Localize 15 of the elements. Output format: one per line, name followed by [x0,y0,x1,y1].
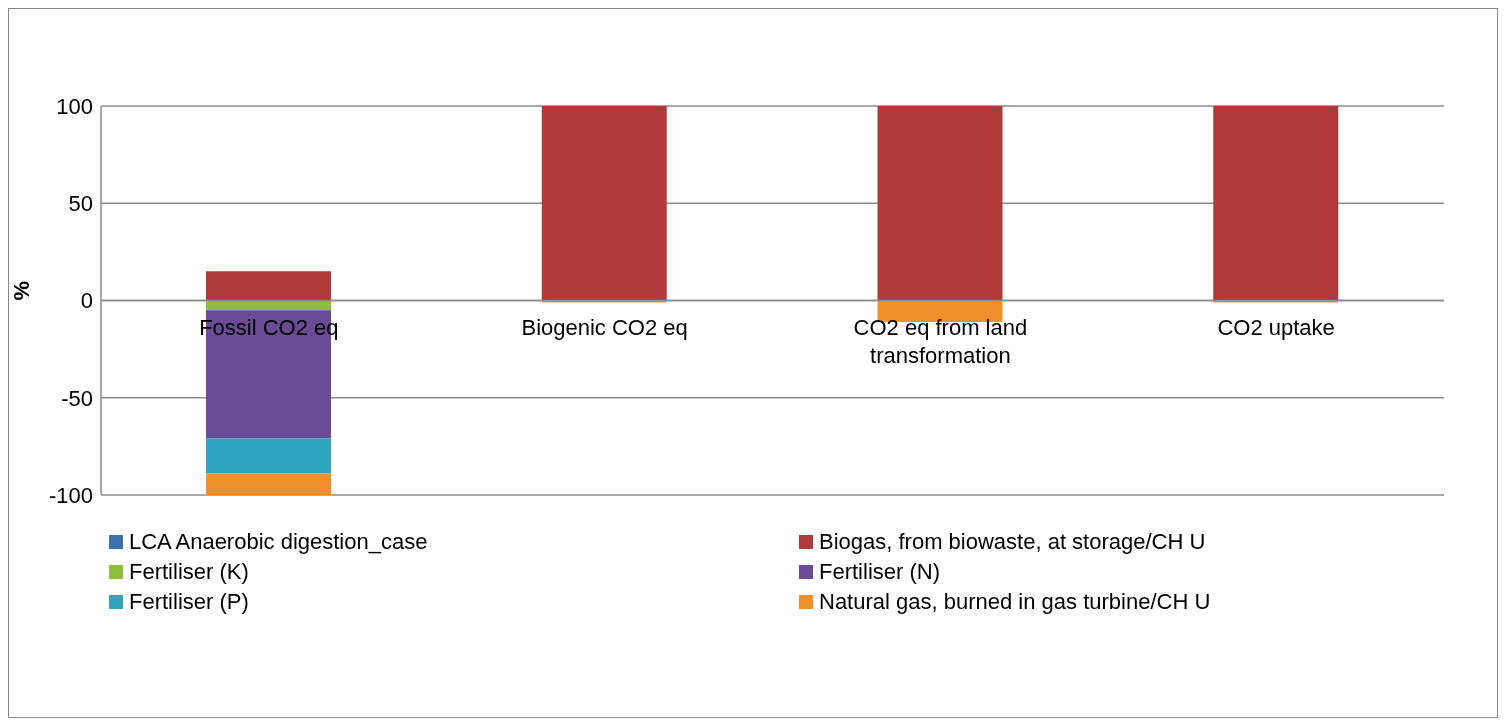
legend-label: Fertiliser (K) [129,559,249,585]
legend-label: Fertiliser (P) [129,589,249,615]
y-tick-label: 100 [56,93,93,119]
legend-label: Biogas, from biowaste, at storage/CH U [819,529,1206,555]
y-tick-label: -100 [48,482,93,508]
legend-label: LCA Anaerobic digestion_case [129,529,428,555]
x-tick-label: CO2 uptake [1217,314,1335,340]
x-tick-label: CO2 eq from land transformation [853,314,1028,368]
legend-label: Natural gas, burned in gas turbine/CH U [819,589,1211,615]
legend-label: Fertiliser (N) [819,559,940,585]
y-tick-label: 0 [80,288,93,314]
y-tick-label: -50 [61,385,93,411]
y-tick-label: 50 [68,191,93,217]
x-tick-label: Biogenic CO2 eq [521,314,688,340]
y-axis-title: % [8,280,34,301]
